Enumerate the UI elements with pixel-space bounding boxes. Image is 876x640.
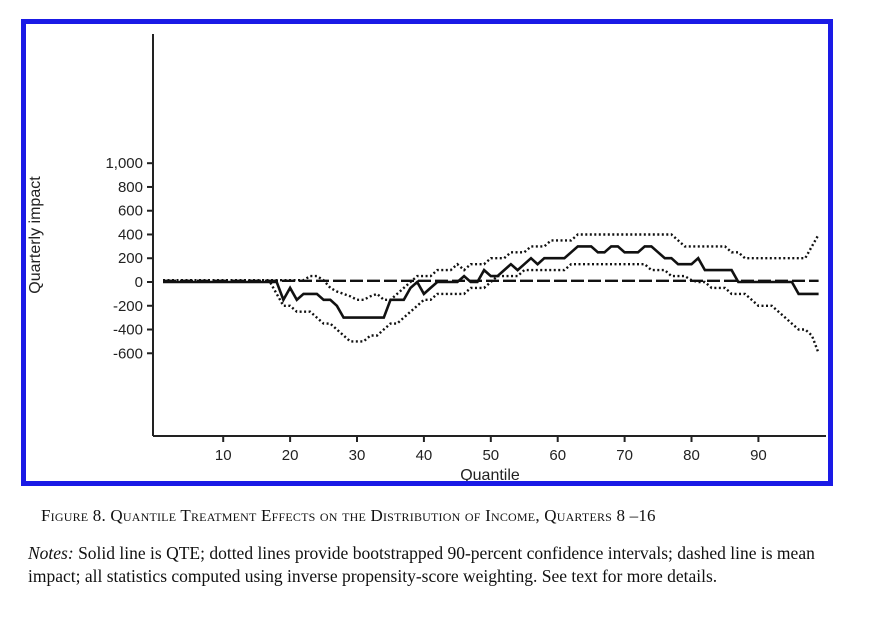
x-tick-label: 40: [416, 447, 433, 464]
y-tick-label: -600: [113, 345, 143, 362]
y-axis-title: Quarterly impact: [27, 176, 44, 294]
y-tick-label: -200: [113, 298, 143, 315]
y-tick-label: 600: [118, 203, 143, 220]
x-tick-label: 90: [750, 447, 767, 464]
x-tick-label: 30: [349, 447, 366, 464]
x-tick-label: 70: [616, 447, 633, 464]
x-tick-label: 20: [282, 447, 299, 464]
x-tick-label: 10: [215, 447, 232, 464]
chart-svg: -600 -400 -200 0 200 400 600 800 1,000 10 20 30 40 50…: [27, 34, 826, 481]
figure-caption: Figure 8. Quantile Treatment Effects on …: [41, 506, 656, 525]
y-tick-label: 400: [118, 226, 143, 243]
y-tick-label: 1,000: [105, 155, 143, 172]
series-line-dotted-2: [163, 263, 820, 354]
series-layer: [163, 233, 820, 354]
y-tick-label: 800: [118, 179, 143, 196]
notes-label: Notes:: [28, 543, 74, 563]
x-axis-title: Quantile: [460, 467, 520, 481]
y-tick-label: -400: [113, 322, 143, 339]
y-tick-label: 0: [135, 274, 143, 291]
notes-text: Solid line is QTE; dotted lines provide …: [28, 543, 815, 586]
x-tick-label: 50: [482, 447, 499, 464]
figure-notes: Notes: Solid line is QTE; dotted lines p…: [28, 542, 848, 588]
series-line-dotted-1: [163, 233, 820, 301]
series-line-solid-0: [163, 245, 819, 319]
axes: -600 -400 -200 0 200 400 600 800 1,000 10 20 30 40 50…: [105, 34, 826, 464]
x-tick-label: 80: [683, 447, 700, 464]
chart-frame: -600 -400 -200 0 200 400 600 800 1,000 10 20 30 40 50…: [21, 19, 833, 486]
x-tick-label: 60: [549, 447, 566, 464]
y-tick-label: 200: [118, 250, 143, 267]
